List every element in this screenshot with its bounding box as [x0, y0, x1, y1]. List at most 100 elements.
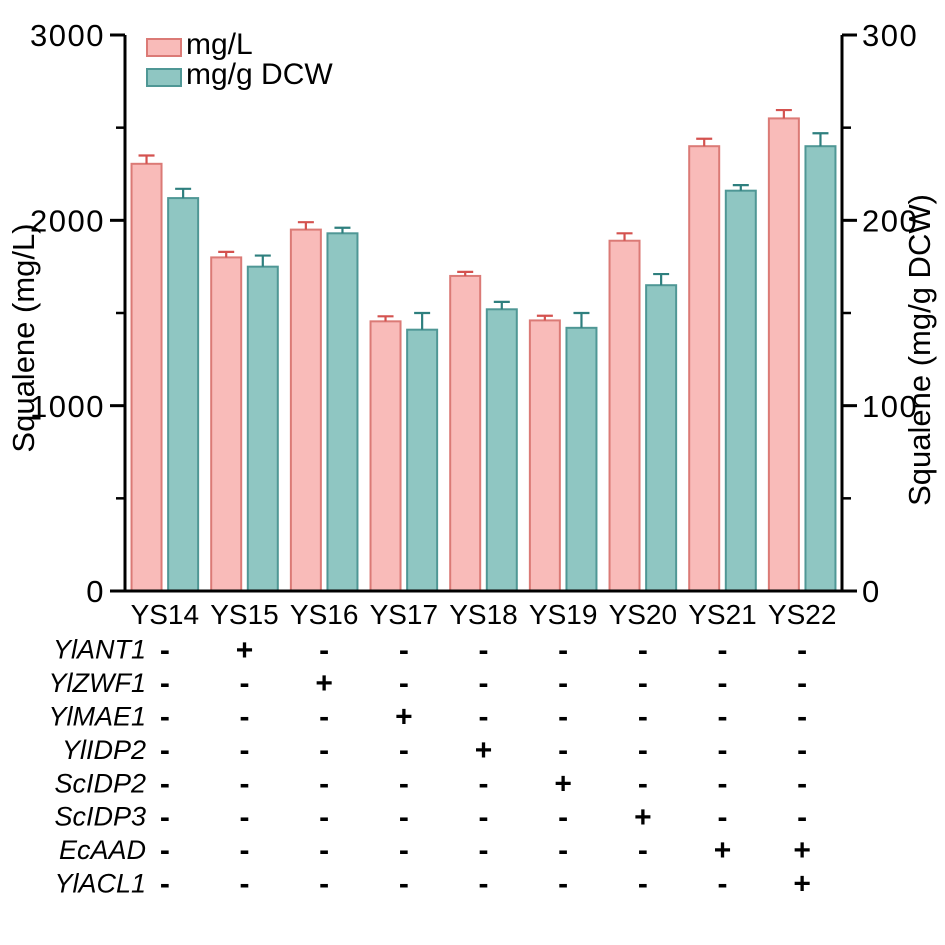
mark-YlACL1-YS19: -	[558, 868, 568, 901]
right-axis-title: Squalene (mg/g DCW)	[902, 194, 937, 506]
bar-YS22-mgg	[804, 145, 837, 592]
legend-label-mgL: mg/L	[186, 28, 253, 61]
mark-YlMAE1-YS22: -	[797, 701, 807, 734]
mark-YlZWF1-YS21: -	[718, 667, 728, 700]
bar-YS16-mgg	[326, 232, 359, 592]
bar-YS17-mgg	[406, 328, 439, 592]
x-axis-label-YS15: YS15	[210, 599, 279, 630]
bar-YS19-mgg	[565, 326, 598, 592]
mark-YlIDP2-YS15: -	[240, 734, 250, 767]
mark-ScIDP3-YS19: -	[558, 801, 568, 834]
mark-YlANT1-YS14: -	[160, 634, 170, 667]
mark-EcAAD-YS14: -	[160, 834, 170, 867]
mark-YlACL1-YS17: -	[399, 868, 409, 901]
mark-YlIDP2-YS14: -	[160, 734, 170, 767]
bar-YS20-mgg	[645, 284, 678, 592]
mark-ScIDP3-YS18: -	[479, 801, 489, 834]
right-axis-tick-label: 0	[862, 574, 881, 609]
mark-EcAAD-YS20: -	[638, 834, 648, 867]
mark-YlZWF1-YS22: -	[797, 667, 807, 700]
mark-ScIDP3-YS20: +	[634, 801, 652, 834]
bar-YS19-mgL	[528, 319, 561, 592]
mark-YlACL1-YS21: -	[718, 868, 728, 901]
mark-YlANT1-YS18: -	[479, 634, 489, 667]
mark-YlACL1-YS20: -	[638, 868, 648, 901]
mark-ScIDP2-YS20: -	[638, 767, 648, 800]
mark-YlACL1-YS22: +	[793, 868, 811, 901]
mark-ScIDP2-YS17: -	[399, 767, 409, 800]
mark-YlACL1-YS15: -	[240, 868, 250, 901]
mark-YlANT1-YS15: +	[236, 634, 254, 667]
gene-label-ScIDP2: ScIDP2	[54, 768, 146, 798]
mark-ScIDP2-YS21: -	[718, 767, 728, 800]
bar-YS16-mgL	[289, 228, 322, 592]
mark-EcAAD-YS21: +	[714, 834, 732, 867]
x-axis-label-YS22: YS22	[768, 599, 837, 630]
x-axis-label-YS14: YS14	[131, 599, 200, 630]
bar-YS22-mgL	[767, 117, 800, 593]
gene-label-YlACL1: YlACL1	[54, 869, 146, 899]
mark-YlMAE1-YS21: -	[718, 701, 728, 734]
x-axis-label-YS17: YS17	[370, 599, 439, 630]
mark-EcAAD-YS22: +	[793, 834, 811, 867]
mark-YlZWF1-YS17: -	[399, 667, 409, 700]
bar-YS17-mgL	[369, 320, 402, 592]
mark-YlIDP2-YS20: -	[638, 734, 648, 767]
x-axis-label-YS16: YS16	[290, 599, 359, 630]
mark-YlIDP2-YS17: -	[399, 734, 409, 767]
x-axis-label-YS20: YS20	[609, 599, 678, 630]
mark-EcAAD-YS15: -	[240, 834, 250, 867]
bar-YS18-mgg	[485, 308, 518, 592]
gene-label-YlIDP2: YlIDP2	[62, 735, 146, 765]
mark-ScIDP3-YS14: -	[160, 801, 170, 834]
mark-YlZWF1-YS14: -	[160, 667, 170, 700]
mark-YlMAE1-YS16: -	[319, 701, 329, 734]
left-axis-tick-label: 3000	[30, 18, 105, 53]
mark-YlIDP2-YS16: -	[319, 734, 329, 767]
mark-EcAAD-YS16: -	[319, 834, 329, 867]
mark-YlIDP2-YS22: -	[797, 734, 807, 767]
gene-label-ScIDP3: ScIDP3	[54, 802, 146, 832]
mark-ScIDP2-YS14: -	[160, 767, 170, 800]
gene-label-EcAAD: EcAAD	[59, 835, 146, 865]
mark-YlMAE1-YS14: -	[160, 701, 170, 734]
mark-YlIDP2-YS21: -	[718, 734, 728, 767]
left-axis-title: Squalene (mg/L)	[6, 223, 41, 452]
left-axis-tick-label: 1000	[30, 389, 105, 424]
bar-YS15-mgL	[210, 256, 243, 592]
mark-YlANT1-YS21: -	[718, 634, 728, 667]
mark-ScIDP3-YS21: -	[718, 801, 728, 834]
legend-label-mgg: mg/g DCW	[186, 58, 333, 91]
mark-YlIDP2-YS19: -	[558, 734, 568, 767]
mark-YlZWF1-YS20: -	[638, 667, 648, 700]
mark-ScIDP2-YS16: -	[319, 767, 329, 800]
mark-ScIDP3-YS17: -	[399, 801, 409, 834]
mark-YlANT1-YS22: -	[797, 634, 807, 667]
right-axis-tick-label: 100	[862, 389, 918, 424]
mark-YlACL1-YS14: -	[160, 868, 170, 901]
mark-YlMAE1-YS15: -	[240, 701, 250, 734]
right-axis-tick-label: 300	[862, 18, 918, 53]
mark-ScIDP2-YS22: -	[797, 767, 807, 800]
mark-YlANT1-YS16: -	[319, 634, 329, 667]
mark-ScIDP2-YS15: -	[240, 767, 250, 800]
mark-YlACL1-YS18: -	[479, 868, 489, 901]
x-axis-label-YS18: YS18	[449, 599, 518, 630]
left-axis-tick-label: 0	[86, 574, 105, 609]
bar-YS15-mgg	[246, 265, 279, 592]
mark-YlANT1-YS20: -	[638, 634, 648, 667]
mark-YlZWF1-YS16: +	[315, 667, 333, 700]
x-axis-label-YS21: YS21	[688, 599, 757, 630]
mark-YlMAE1-YS17: +	[395, 701, 413, 734]
mark-YlMAE1-YS18: -	[479, 701, 489, 734]
mark-ScIDP3-YS16: -	[319, 801, 329, 834]
gene-label-YlMAE1: YlMAE1	[48, 702, 146, 732]
mark-ScIDP2-YS18: -	[479, 767, 489, 800]
mark-ScIDP3-YS15: -	[240, 801, 250, 834]
right-axis-tick-label: 200	[862, 203, 918, 238]
mark-EcAAD-YS18: -	[479, 834, 489, 867]
mark-ScIDP2-YS19: +	[554, 767, 572, 800]
mark-YlACL1-YS16: -	[319, 868, 329, 901]
